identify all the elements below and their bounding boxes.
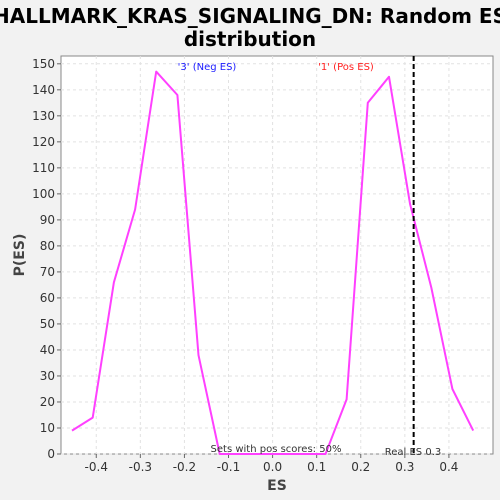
y-tick-label: 40 bbox=[40, 343, 55, 357]
x-tick-label: -0.3 bbox=[129, 460, 152, 474]
y-tick-label: 80 bbox=[40, 239, 55, 253]
x-axis-label: ES bbox=[267, 478, 287, 494]
y-tick-label: 100 bbox=[32, 187, 55, 201]
x-tick-label: 0.3 bbox=[395, 460, 414, 474]
plot-area bbox=[60, 55, 494, 455]
grid-lines bbox=[61, 56, 493, 455]
real-es-label: Real ES 0.3 bbox=[385, 447, 441, 458]
y-axis-ticks: 0 10 20 30 40 50 60 70 80 90 100 110 120 130 140 150 bbox=[32, 57, 61, 461]
y-tick-label: 140 bbox=[32, 83, 55, 97]
x-tick-label: -0.1 bbox=[217, 460, 240, 474]
pos-es-label: '1' (Pos ES) bbox=[318, 62, 374, 73]
y-axis-label: P(ES) bbox=[12, 234, 28, 277]
x-tick-label: 0.4 bbox=[439, 460, 458, 474]
series-group bbox=[71, 70, 475, 455]
y-tick-label: 60 bbox=[40, 291, 55, 305]
y-tick-label: 10 bbox=[40, 421, 55, 435]
y-tick-label: 120 bbox=[32, 135, 55, 149]
chart-title-line2: distribution bbox=[184, 27, 316, 51]
pos-scores-label: Sets with pos scores: 50% bbox=[211, 444, 342, 455]
y-tick-label: 130 bbox=[32, 109, 55, 123]
neg-es-label: '3' (Neg ES) bbox=[178, 62, 237, 73]
x-tick-label: 0.1 bbox=[307, 460, 326, 474]
chart-title-line1: HALLMARK_KRAS_SIGNALING_DN: Random ES bbox=[0, 4, 500, 28]
y-tick-label: 0 bbox=[47, 447, 55, 461]
y-tick-label: 110 bbox=[32, 161, 55, 175]
x-tick-label: -0.2 bbox=[173, 460, 196, 474]
y-tick-label: 50 bbox=[40, 317, 55, 331]
x-tick-label: 0.2 bbox=[351, 460, 370, 474]
series-line bbox=[71, 70, 475, 455]
x-axis-ticks: -0.4 -0.3 -0.2 -0.1 0.0 0.1 0.2 0.3 0.4 bbox=[85, 454, 458, 474]
x-tick-label: -0.4 bbox=[85, 460, 108, 474]
y-tick-label: 150 bbox=[32, 57, 55, 71]
y-tick-label: 90 bbox=[40, 213, 55, 227]
x-tick-label: 0.0 bbox=[263, 460, 282, 474]
y-tick-label: 70 bbox=[40, 265, 55, 279]
y-tick-label: 20 bbox=[40, 395, 55, 409]
y-tick-label: 30 bbox=[40, 369, 55, 383]
